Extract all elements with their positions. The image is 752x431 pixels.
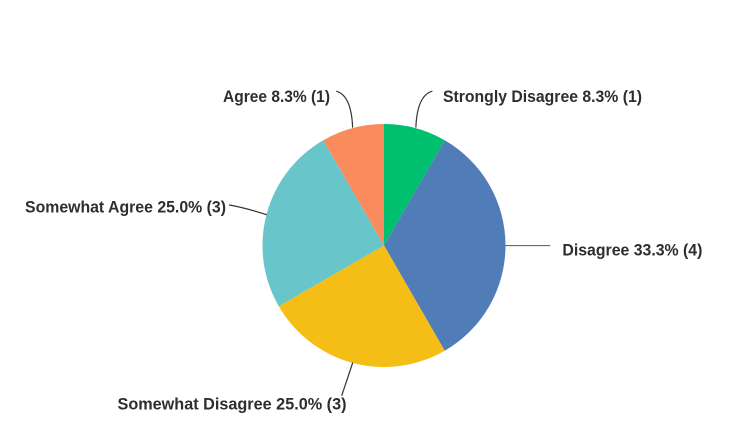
svg-text:Strongly Disagree 8.3% (1): Strongly Disagree 8.3% (1) [443,87,642,106]
svg-text:Disagree 33.3% (4): Disagree 33.3% (4) [562,240,702,259]
svg-text:Somewhat Agree 25.0% (3): Somewhat Agree 25.0% (3) [25,198,226,217]
svg-text:Agree 8.3% (1): Agree 8.3% (1) [223,87,330,106]
svg-text:Somewhat Disagree 25.0% (3): Somewhat Disagree 25.0% (3) [118,395,347,414]
